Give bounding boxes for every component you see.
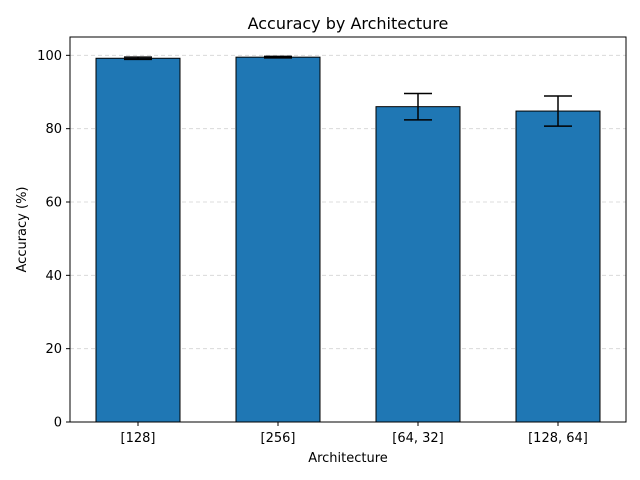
x-tick-label: [64, 32] [392,431,444,446]
x-axis-ticks: [128] [256] [64, 32] [128, 64] [121,422,588,446]
chart-title: Accuracy by Architecture [248,14,449,33]
x-axis-label: Architecture [308,451,388,466]
bar [95,57,181,423]
bar [515,110,601,423]
y-tick-label: 0 [54,416,62,431]
error-bar [544,95,572,127]
bar [235,56,321,423]
x-tick-label: [128, 64] [528,431,588,446]
y-tick-label: 40 [45,269,62,284]
y-tick-label: 80 [45,122,62,137]
error-bar [264,55,292,59]
y-tick-label: 20 [45,342,62,357]
error-bars [124,55,572,127]
plot-frame [69,36,627,423]
error-bar [404,92,432,121]
x-tick-label: [256] [261,431,296,446]
x-tick-label: [128] [121,431,156,446]
y-tick-label: 100 [37,49,62,64]
y-tick-label: 60 [45,196,62,211]
y-axis-label: Accuracy (%) [15,187,30,273]
y-axis-ticks: 0 20 40 60 80 100 [37,49,70,431]
bar [375,106,461,423]
error-bar [124,56,152,61]
bars [95,56,601,423]
